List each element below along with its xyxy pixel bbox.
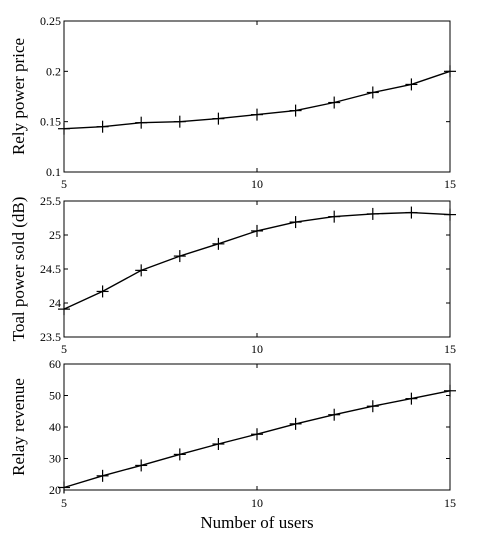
data-point <box>212 112 225 125</box>
y-tick-label: 25.5 <box>40 194 61 208</box>
data-point <box>173 115 186 128</box>
y-tick-label: 50 <box>49 389 61 403</box>
x-tick-label: 5 <box>61 496 67 510</box>
y-tick-label: 0.1 <box>46 165 61 179</box>
data-point <box>251 428 263 441</box>
x-tick-label: 5 <box>61 342 67 356</box>
x-tick-label: 15 <box>444 496 456 510</box>
data-point <box>173 250 186 263</box>
data-point <box>96 120 109 133</box>
x-tick-label: 10 <box>251 177 263 191</box>
y-tick-label: 24 <box>49 296 61 310</box>
panel-3: 20 30 40 50 60 5 10 15 Relay revenue Number of us… <box>9 357 456 532</box>
data-point <box>173 448 186 461</box>
y-axis-label: Rely power price <box>9 38 28 155</box>
y-axis-label: Toal power sold (dB) <box>9 197 28 342</box>
data-point <box>328 96 341 109</box>
y-tick-label: 20 <box>49 483 61 497</box>
y-tick-label: 23.5 <box>40 330 61 344</box>
data-point <box>96 469 109 482</box>
plot-frame <box>63 20 451 173</box>
y-tick-label: 30 <box>49 452 61 466</box>
data-point <box>405 392 418 405</box>
x-tick-label: 15 <box>444 177 456 191</box>
x-axis-label: Number of users <box>200 513 313 532</box>
data-point <box>328 408 341 421</box>
data-point <box>212 237 225 250</box>
y-tick-label: 40 <box>49 420 61 434</box>
data-point <box>212 438 225 451</box>
data-point <box>135 116 148 129</box>
data-point <box>366 86 379 99</box>
y-tick-label: 25 <box>49 228 61 242</box>
x-tick-label: 15 <box>444 342 456 356</box>
y-axis-label: Relay revenue <box>9 378 28 476</box>
x-tick-label: 5 <box>61 177 67 191</box>
x-tick-label: 10 <box>251 342 263 356</box>
data-point <box>251 224 263 237</box>
data-point <box>251 108 263 121</box>
data-point <box>289 417 302 430</box>
data-point <box>328 210 341 223</box>
data-point <box>289 104 302 117</box>
panel-2: 23.5 24 24.5 25 25.5 5 10 15 Toal power sold (dB… <box>9 194 456 356</box>
y-tick-label: 0.2 <box>46 64 61 78</box>
data-point <box>58 303 70 316</box>
data-point <box>444 208 456 221</box>
data-point <box>135 459 148 472</box>
data-point <box>444 65 456 78</box>
x-tick-label: 10 <box>251 496 263 510</box>
y-tick-label: 60 <box>49 357 61 371</box>
y-tick-label: 0.25 <box>40 14 61 28</box>
y-tick-label: 24.5 <box>40 262 61 276</box>
y-tick-label: 0.15 <box>40 115 61 129</box>
data-point <box>405 78 418 91</box>
data-point <box>289 216 302 229</box>
panel-1: 0.1 0.15 0.2 0.25 5 10 15 Rely power price <box>9 14 456 191</box>
data-point <box>405 206 418 219</box>
data-point <box>58 122 70 135</box>
data-point <box>135 264 148 277</box>
plot-frame <box>63 200 451 338</box>
data-point <box>366 207 379 220</box>
data-point <box>444 384 456 397</box>
data-point <box>366 400 379 413</box>
data-point <box>96 285 109 298</box>
data-point <box>58 481 70 494</box>
